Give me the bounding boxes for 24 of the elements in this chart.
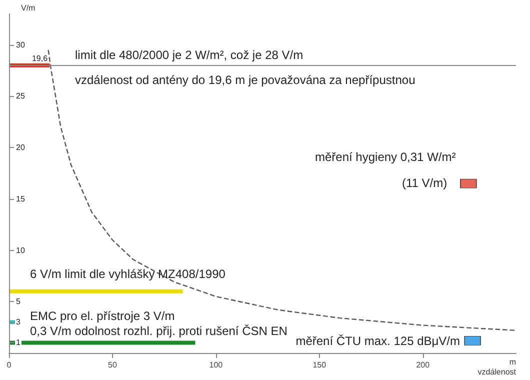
y-tick-label: 3 — [16, 318, 21, 327]
y-tick-label: 30 — [16, 40, 26, 50]
annotation: 19,6 — [32, 54, 48, 63]
y-tick-label: 10 — [16, 246, 26, 255]
y-tick-label: 15 — [16, 194, 26, 204]
y-tick-label: 5 — [16, 297, 21, 306]
annotation: 6 V/m limit dle vyhlášky MZ408/1990 — [30, 267, 226, 281]
x-axis-title: m vzdálenost — [478, 358, 517, 376]
y-tick-label: 1 — [16, 338, 21, 348]
y-tick-label: 25 — [16, 92, 26, 101]
x-tick-label: 100 — [209, 360, 224, 370]
x-tick-label: 150 — [312, 360, 327, 370]
annotation: EMC pro el. přístroje 3 V/m — [30, 309, 175, 323]
annotation: měření hygieny 0,31 W/m² — [315, 150, 456, 164]
annotation: 0,3 V/m odolnost rozhl. přij. proti rušení ČSN EN — [30, 324, 288, 338]
x-tick-label: 0 — [6, 360, 12, 370]
annotation: limit dle 480/2000 je 2 W/m², což je 28 V/m — [75, 48, 304, 62]
annotation: měření ČTU max. 125 dBμV/m — [296, 334, 460, 348]
y-tick-label: 20 — [16, 143, 26, 152]
x-tick-label: 200 — [416, 360, 430, 370]
y-axis-title: V/m — [21, 4, 36, 12]
annotation: (11 V/m) — [402, 176, 448, 190]
annotation: vzdálenost od antény do 19,6 m je považována za nepřípustnou — [75, 73, 416, 87]
x-tick-label: 50 — [108, 360, 118, 370]
